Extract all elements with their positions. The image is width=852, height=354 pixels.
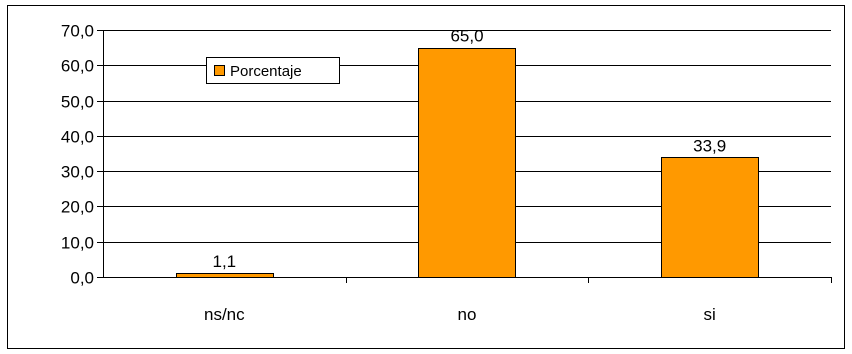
bar <box>418 48 516 278</box>
legend: Porcentaje <box>206 57 340 84</box>
data-label: 65,0 <box>450 27 483 46</box>
category-label: ns/nc <box>204 305 245 324</box>
data-labels: 1,1 65,0 33,9 <box>213 27 727 271</box>
category-labels: ns/nc no si <box>204 305 716 324</box>
bar <box>661 157 759 278</box>
y-tick-label: 20,0 <box>61 198 94 217</box>
y-tick-label: 60,0 <box>61 57 94 76</box>
category-label: no <box>458 305 477 324</box>
y-tick-label: 70,0 <box>61 22 94 41</box>
y-tick-label: 10,0 <box>61 234 94 253</box>
category-label: si <box>704 305 716 324</box>
legend-swatch <box>214 65 225 76</box>
axes <box>97 30 832 283</box>
y-tick-label: 50,0 <box>61 93 94 112</box>
bars <box>176 48 759 278</box>
y-tick-label: 40,0 <box>61 128 94 147</box>
y-tick-label: 30,0 <box>61 163 94 182</box>
y-tick-label: 0,0 <box>70 269 94 288</box>
data-label: 33,9 <box>693 136 726 155</box>
legend-label: Porcentaje <box>230 63 302 80</box>
data-label: 1,1 <box>213 252 237 271</box>
y-tick-labels: 0,0 10,0 20,0 30,0 40,0 50,0 60,0 70,0 <box>61 22 94 288</box>
legend-box <box>206 57 340 84</box>
bar <box>176 273 274 278</box>
